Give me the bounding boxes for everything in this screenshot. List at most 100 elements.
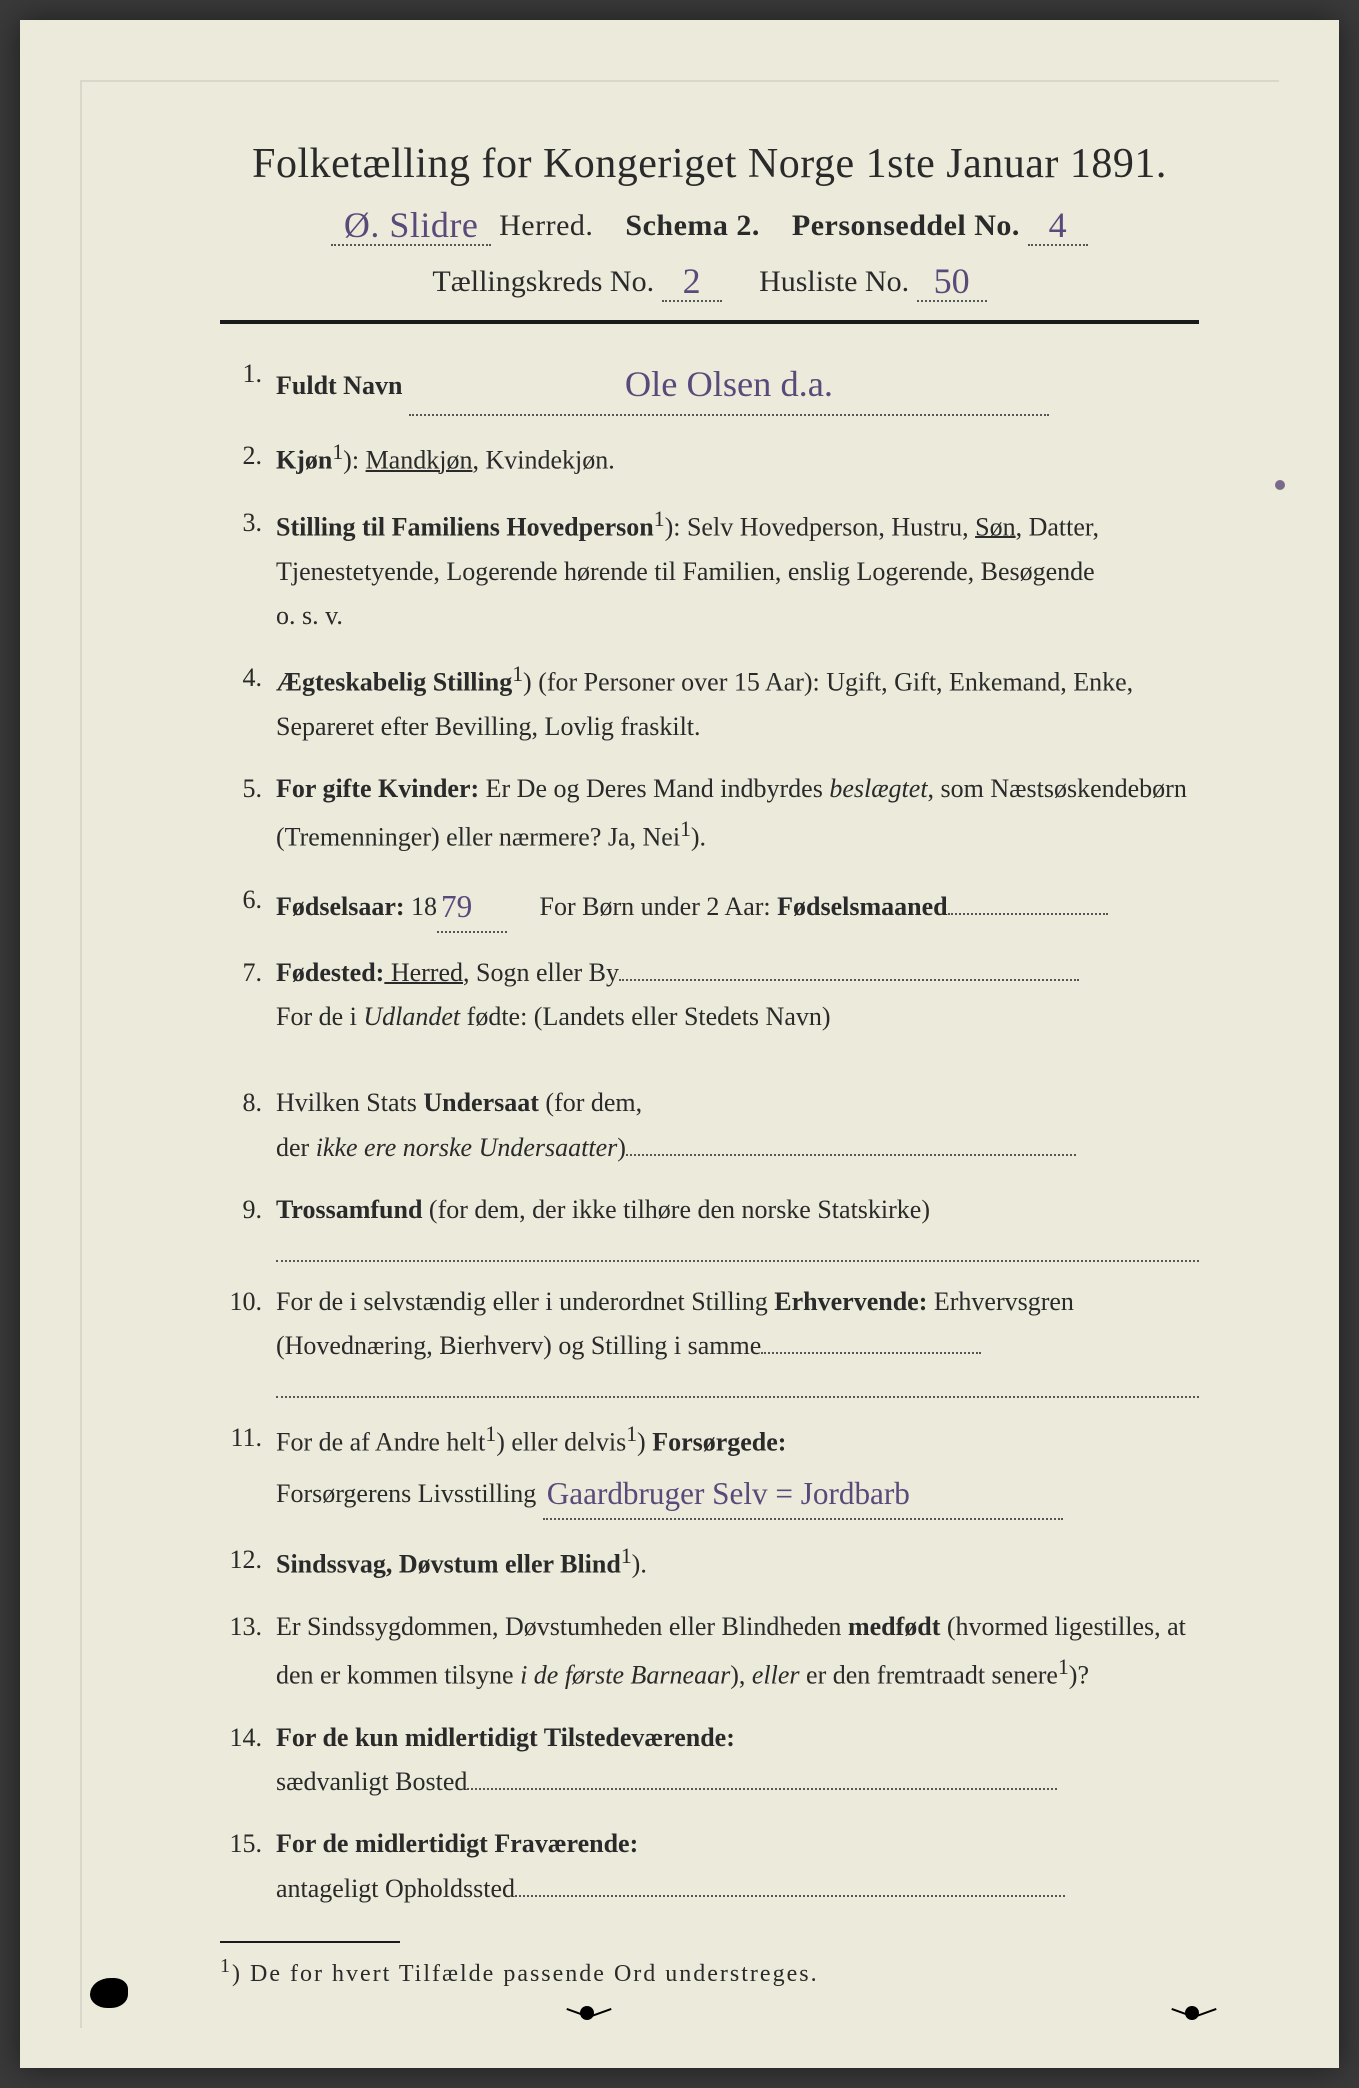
colon: ). <box>691 823 706 852</box>
header-rule <box>220 320 1199 324</box>
form-title: Folketælling for Kongeriget Norge 1ste J… <box>220 140 1199 188</box>
form-header: Folketælling for Kongeriget Norge 1ste J… <box>220 140 1199 302</box>
item-num: 3. <box>220 501 276 545</box>
item-10-a: For de i selvstændig eller i underordnet… <box>276 1287 774 1316</box>
ink-spot <box>1275 480 1285 490</box>
item-2: 2. Kjøn1): Mandkjøn, Kvindekjøn. <box>220 434 1199 483</box>
item-num: 11. <box>220 1416 276 1460</box>
item-body: For de midlertidigt Fraværende: antageli… <box>276 1822 1199 1910</box>
item-body: For de af Andre helt1) eller delvis1) Fo… <box>276 1416 1199 1520</box>
item-num: 6. <box>220 878 276 922</box>
item-10-bold: Erhvervende: <box>774 1287 927 1316</box>
item-13-i1: i de første Barneaar <box>520 1661 730 1690</box>
month-field <box>948 913 1108 915</box>
item-9-text: (for dem, der ikke tilhøre den norske St… <box>422 1195 930 1224</box>
item-8-2b: ) <box>617 1133 626 1162</box>
husliste-field: 50 <box>917 258 987 302</box>
personseddel-value: 4 <box>1049 205 1068 245</box>
kreds-field: 2 <box>662 258 722 302</box>
item-6-text: For Børn under 2 Aar: <box>540 892 778 921</box>
schema-label: Schema 2. <box>625 209 760 242</box>
erhverv-field-2 <box>276 1374 1199 1398</box>
item-6-label2: Fødselsmaaned <box>777 892 947 921</box>
husliste-label: Husliste No. <box>759 265 909 298</box>
item-num: 5. <box>220 767 276 811</box>
item-num: 15. <box>220 1822 276 1866</box>
footnote-sup: 1 <box>220 1955 232 1977</box>
kreds-value: 2 <box>683 261 701 301</box>
census-form-page: Folketælling for Kongeriget Norge 1ste J… <box>20 20 1339 2068</box>
item-4: 4. Ægteskabelig Stilling1) (for Personer… <box>220 656 1199 749</box>
item-body: For de kun midlertidigt Tilstedeværende:… <box>276 1716 1199 1804</box>
item-num: 14. <box>220 1716 276 1760</box>
item-2-label: Kjøn <box>276 446 332 475</box>
name-field: Ole Olsen d.a. <box>409 352 1049 416</box>
item-3-a: Selv Hovedperson, Hustru, <box>680 512 975 541</box>
item-13-bold: medfødt <box>848 1612 940 1641</box>
colon: ) <box>496 1428 505 1457</box>
item-body: Er Sindssygdommen, Døvstumheden eller Bl… <box>276 1605 1199 1698</box>
footnote-text: ) De for hvert Tilfælde passende Ord und… <box>232 1961 819 1987</box>
erhverv-field <box>761 1352 981 1354</box>
item-7-2b: fødte: (Landets eller Stedets Navn) <box>460 1002 830 1031</box>
sup: 1 <box>621 1544 632 1568</box>
footnote-rule <box>220 1941 400 1943</box>
item-body: For gifte Kvinder: Er De og Deres Mand i… <box>276 767 1199 860</box>
item-8-2i: ikke ere norske Undersaatter <box>316 1133 618 1162</box>
year-field: 79 <box>437 878 507 933</box>
item-14-label: For de kun midlertidigt Tilstedeværende: <box>276 1723 735 1752</box>
year-value: 79 <box>441 889 472 924</box>
item-10: 10. For de i selvstændig eller i underor… <box>220 1280 1199 1398</box>
item-8-a: Hvilken Stats <box>276 1088 423 1117</box>
opt-son: Søn <box>975 512 1015 541</box>
item-body: For de i selvstændig eller i underordnet… <box>276 1280 1199 1398</box>
item-13-d: er den fremtraadt senere <box>800 1661 1058 1690</box>
herred-value: Ø. Slidre <box>344 205 479 245</box>
item-11: 11. For de af Andre helt1) eller delvis1… <box>220 1416 1199 1520</box>
item-body: Trossamfund (for dem, der ikke tilhøre d… <box>276 1188 1199 1262</box>
form-items: 1. Fuldt Navn Ole Olsen d.a. 2. Kjøn1): … <box>220 352 1199 1911</box>
item-8-2a: der <box>276 1133 316 1162</box>
item-7: 7. Fødested: Herred, Sogn eller By For d… <box>220 951 1199 1039</box>
forsorger-value: Gaardbruger Selv = Jordbarb <box>547 1476 910 1511</box>
birthplace-field <box>619 979 1079 981</box>
item-14-line2: sædvanligt Bosted <box>276 1760 1199 1804</box>
opt-kvindekjon: , Kvindekjøn. <box>472 446 614 475</box>
item-body: Ægteskabelig Stilling1) (for Personer ov… <box>276 656 1199 749</box>
opt-mandkjon: Mandkjøn <box>366 446 473 475</box>
item-11-bold: Forsørgede: <box>646 1428 787 1457</box>
item-8-line2: der ikke ere norske Undersaatter) <box>276 1126 1199 1170</box>
item-body: Fødselsaar: 1879 For Børn under 2 Aar: F… <box>276 878 1199 933</box>
ink-blot <box>580 2006 594 2020</box>
item-body: Hvilken Stats Undersaat (for dem, der ik… <box>276 1081 1199 1169</box>
name-value: Ole Olsen d.a. <box>625 364 833 404</box>
colon: ). <box>632 1550 647 1579</box>
item-12-label: Sindssvag, Døvstum eller Blind <box>276 1550 621 1579</box>
item-6: 6. Fødselsaar: 1879 For Børn under 2 Aar… <box>220 878 1199 933</box>
item-num: 12. <box>220 1538 276 1582</box>
sup: 1 <box>1058 1655 1069 1679</box>
item-body: Stilling til Familiens Hovedperson1): Se… <box>276 501 1199 638</box>
item-12: 12. Sindssvag, Døvstum eller Blind1). <box>220 1538 1199 1587</box>
item-3: 3. Stilling til Familiens Hovedperson1):… <box>220 501 1199 638</box>
item-body: Fødested: Herred, Sogn eller By For de i… <box>276 951 1199 1039</box>
item-13-c: ), <box>730 1661 752 1690</box>
item-11-b: eller delvis <box>505 1428 626 1457</box>
colon: ): <box>665 512 681 541</box>
colon: ) <box>637 1428 646 1457</box>
item-3-label: Stilling til Familiens Hovedperson <box>276 512 654 541</box>
trossamfund-field <box>276 1238 1199 1262</box>
sup: 1 <box>680 817 691 841</box>
ink-blot <box>1185 2006 1199 2020</box>
sup: 1 <box>654 507 665 531</box>
item-11-a: For de af Andre helt <box>276 1428 485 1457</box>
item-6-prefix: 18 <box>405 892 438 921</box>
item-11-line2-label: Forsørgerens Livsstilling <box>276 1479 536 1508</box>
item-11-line2: Forsørgerens Livsstilling Gaardbruger Se… <box>276 1465 1199 1520</box>
item-13: 13. Er Sindssygdommen, Døvstumheden elle… <box>220 1605 1199 1698</box>
item-1: 1. Fuldt Navn Ole Olsen d.a. <box>220 352 1199 416</box>
item-9: 9. Trossamfund (for dem, der ikke tilhør… <box>220 1188 1199 1262</box>
undersaat-field <box>626 1154 1076 1156</box>
item-8-b: (for dem, <box>539 1088 642 1117</box>
item-num: 1. <box>220 352 276 396</box>
